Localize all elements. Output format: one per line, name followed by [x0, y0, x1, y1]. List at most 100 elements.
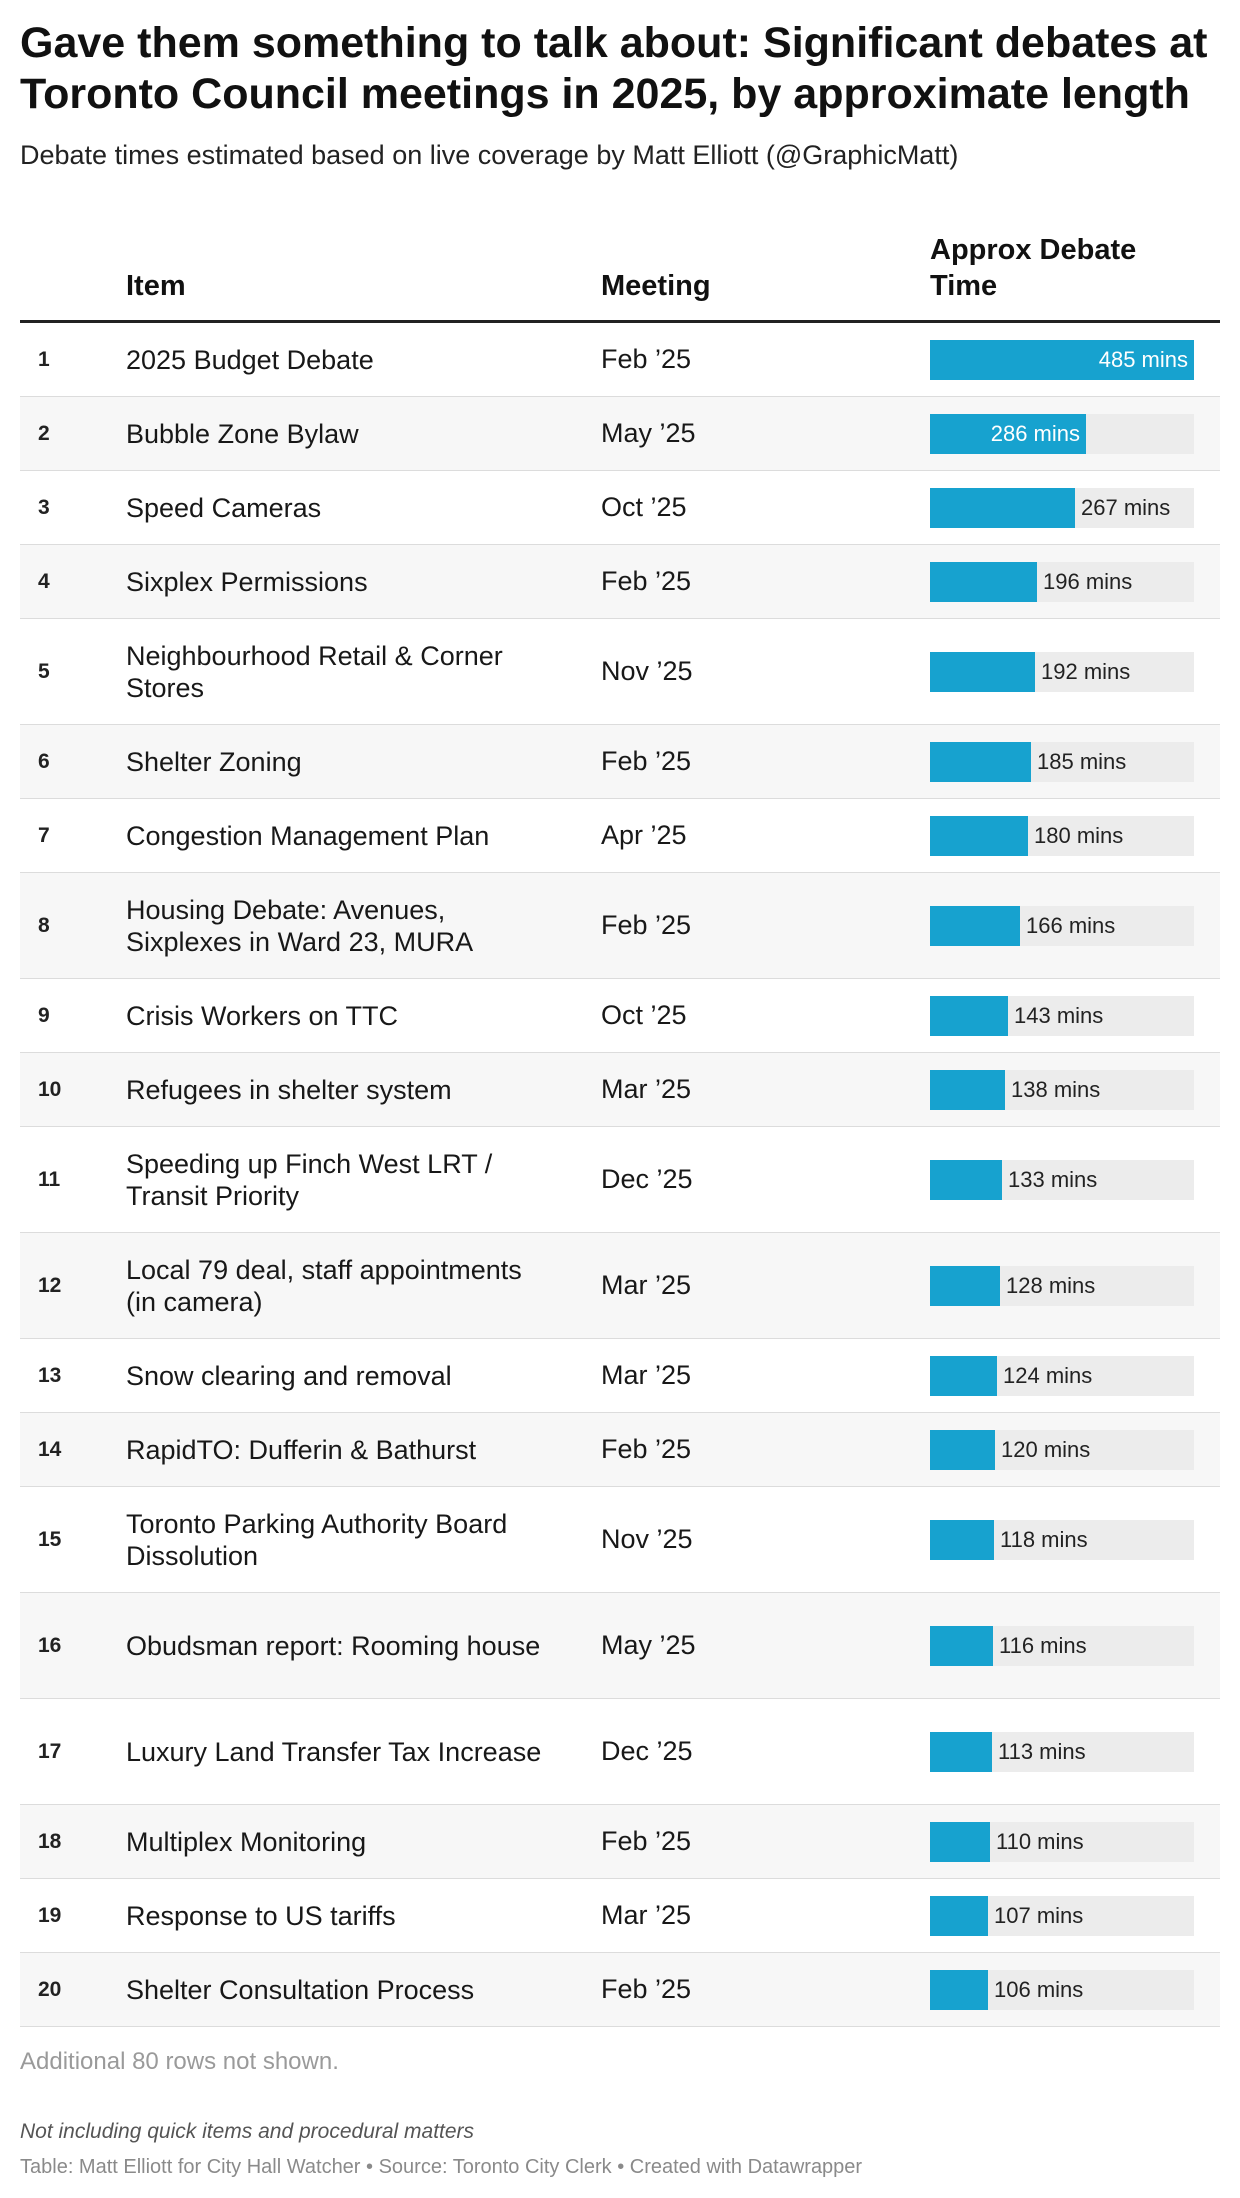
bar-label: 143 mins	[1014, 1002, 1104, 1028]
bar-label: 192 mins	[1041, 658, 1131, 684]
bar-track: 192 mins	[930, 651, 1194, 692]
row-meeting: Dec ’25	[601, 1736, 693, 1766]
bar-fill	[930, 1625, 993, 1666]
row-rank: 11	[38, 1167, 61, 1191]
table-row[interactable]: 12 Local 79 deal, staff appointments (in …	[20, 1233, 1220, 1339]
row-rank: 2	[38, 421, 50, 445]
bar-track: 116 mins	[930, 1625, 1194, 1666]
row-rank: 14	[38, 1437, 62, 1461]
row-meeting: Mar ’25	[601, 1074, 692, 1104]
row-bar-cell: 128 mins	[930, 1233, 1194, 1338]
bar-fill	[930, 1355, 997, 1396]
bar-fill	[930, 1069, 1005, 1110]
row-item: Toronto Parking Authority Board Dissolut…	[126, 1508, 508, 1571]
row-item: Luxury Land Transfer Tax Increase	[126, 1736, 542, 1767]
row-item: Speed Cameras	[126, 492, 322, 523]
table-row[interactable]: 10 Refugees in shelter system Mar ’25 138 m…	[20, 1053, 1220, 1127]
row-rank: 12	[38, 1273, 62, 1297]
table-row[interactable]: 3 Speed Cameras Oct ’25 267 mins	[20, 471, 1220, 545]
row-bar-cell: 106 mins	[930, 1953, 1194, 2026]
bar-label: 166 mins	[1026, 912, 1116, 938]
bar-track: 120 mins	[930, 1429, 1194, 1470]
row-rank: 3	[38, 495, 50, 519]
bar-label: 107 mins	[994, 1902, 1084, 1928]
row-rank: 9	[38, 1003, 50, 1027]
bar-track: 267 mins	[930, 487, 1194, 528]
column-header-meeting[interactable]: Meeting	[601, 270, 711, 302]
bar-track: 128 mins	[930, 1265, 1194, 1306]
row-item: Bubble Zone Bylaw	[126, 418, 359, 449]
row-rank: 13	[38, 1363, 62, 1387]
table-row[interactable]: 13 Snow clearing and removal Mar ’25 124 mi…	[20, 1339, 1220, 1413]
column-header-item[interactable]: Item	[126, 270, 186, 302]
bar-track: 124 mins	[930, 1355, 1194, 1396]
table-row[interactable]: 8 Housing Debate: Avenues, Sixplexes in W…	[20, 873, 1220, 979]
table-row[interactable]: 17 Luxury Land Transfer Tax Increase Dec ’…	[20, 1699, 1220, 1805]
row-meeting: Feb ’25	[601, 344, 692, 374]
row-rank: 10	[38, 1077, 62, 1101]
table-row[interactable]: 5 Neighbourhood Retail & Corner Stores Nov…	[20, 619, 1220, 725]
bar-label: 185 mins	[1037, 748, 1127, 774]
table-row[interactable]: 18 Multiplex Monitoring Feb ’25 110 mins	[20, 1805, 1220, 1879]
table-row[interactable]: 15 Toronto Parking Authority Board Dissol…	[20, 1487, 1220, 1593]
row-item: Local 79 deal, staff appointments (in ca…	[126, 1254, 522, 1317]
row-meeting: May ’25	[601, 1630, 696, 1660]
table-row[interactable]: 2 Bubble Zone Bylaw May ’25 286 mins	[20, 397, 1220, 471]
bar-label: 267 mins	[1081, 494, 1171, 520]
row-rank: 1	[38, 347, 50, 371]
row-meeting: Mar ’25	[601, 1900, 692, 1930]
row-meeting: Nov ’25	[601, 656, 693, 686]
table-row[interactable]: 20 Shelter Consultation Process Feb ’25 106…	[20, 1953, 1220, 2027]
bar-fill	[930, 1159, 1002, 1200]
bar-track: 166 mins	[930, 905, 1194, 946]
row-bar-cell: 118 mins	[930, 1487, 1194, 1592]
bar-track: 110 mins	[930, 1821, 1194, 1862]
page-title: Gave them something to talk about: Signi…	[20, 19, 1208, 118]
row-rank: 7	[38, 823, 50, 847]
table-header: Item Meeting Approx Debate Time	[20, 222, 1220, 323]
row-bar-cell: 124 mins	[930, 1339, 1194, 1412]
bar-label: 110 mins	[996, 1828, 1084, 1854]
table-row[interactable]: 19 Response to US tariffs Mar ’25 107 mins	[20, 1879, 1220, 1953]
table-row[interactable]: 11 Speeding up Finch West LRT / Transit P…	[20, 1127, 1220, 1233]
debate-table: Item Meeting Approx Debate Time 1 2025 Bu…	[20, 222, 1220, 2027]
table-row[interactable]: 9 Crisis Workers on TTC Oct ’25 143 mins	[20, 979, 1220, 1053]
bar-label: 120 mins	[1001, 1436, 1091, 1462]
row-rank: 6	[38, 749, 50, 773]
table-row[interactable]: 6 Shelter Zoning Feb ’25 185 mins	[20, 725, 1220, 799]
bar-track: 113 mins	[930, 1731, 1194, 1772]
table-row[interactable]: 1 2025 Budget Debate Feb ’25 485 mins	[20, 323, 1220, 397]
row-item: 2025 Budget Debate	[126, 344, 374, 375]
bar-track: 143 mins	[930, 995, 1194, 1036]
bar-fill	[930, 339, 1194, 380]
bar-fill	[930, 815, 1028, 856]
column-header-time[interactable]: Approx Debate Time	[930, 234, 1137, 302]
bar-label: 180 mins	[1034, 822, 1124, 848]
row-bar-cell: 143 mins	[930, 979, 1194, 1052]
row-item: RapidTO: Dufferin & Bathurst	[126, 1434, 477, 1465]
row-rank: 20	[38, 1977, 62, 2001]
row-bar-cell: 267 mins	[930, 471, 1194, 544]
row-rank: 19	[38, 1903, 62, 1927]
table-row[interactable]: 7 Congestion Management Plan Apr ’25 180 mi…	[20, 799, 1220, 873]
row-item: Refugees in shelter system	[126, 1074, 452, 1105]
bar-fill	[930, 905, 1020, 946]
footnote: Not including quick items and procedural…	[20, 2120, 475, 2143]
bar-label: 138 mins	[1011, 1076, 1101, 1102]
table-row[interactable]: 4 Sixplex Permissions Feb ’25 196 mins	[20, 545, 1220, 619]
row-item: Multiplex Monitoring	[126, 1826, 367, 1857]
row-bar-cell: 180 mins	[930, 799, 1194, 872]
bar-track: 107 mins	[930, 1895, 1194, 1936]
row-bar-cell: 107 mins	[930, 1879, 1194, 1952]
row-meeting: Oct ’25	[601, 1000, 687, 1030]
row-bar-cell: 166 mins	[930, 873, 1194, 978]
table-row[interactable]: 16 Obudsman report: Rooming house May ’25 1…	[20, 1593, 1220, 1699]
row-bar-cell: 133 mins	[930, 1127, 1194, 1232]
row-bar-cell: 286 mins	[930, 397, 1194, 470]
bar-label: 133 mins	[1008, 1166, 1098, 1192]
row-meeting: Feb ’25	[601, 746, 692, 776]
bar-fill	[930, 1731, 992, 1772]
table-row[interactable]: 14 RapidTO: Dufferin & Bathurst Feb ’25 120…	[20, 1413, 1220, 1487]
row-meeting: May ’25	[601, 418, 696, 448]
